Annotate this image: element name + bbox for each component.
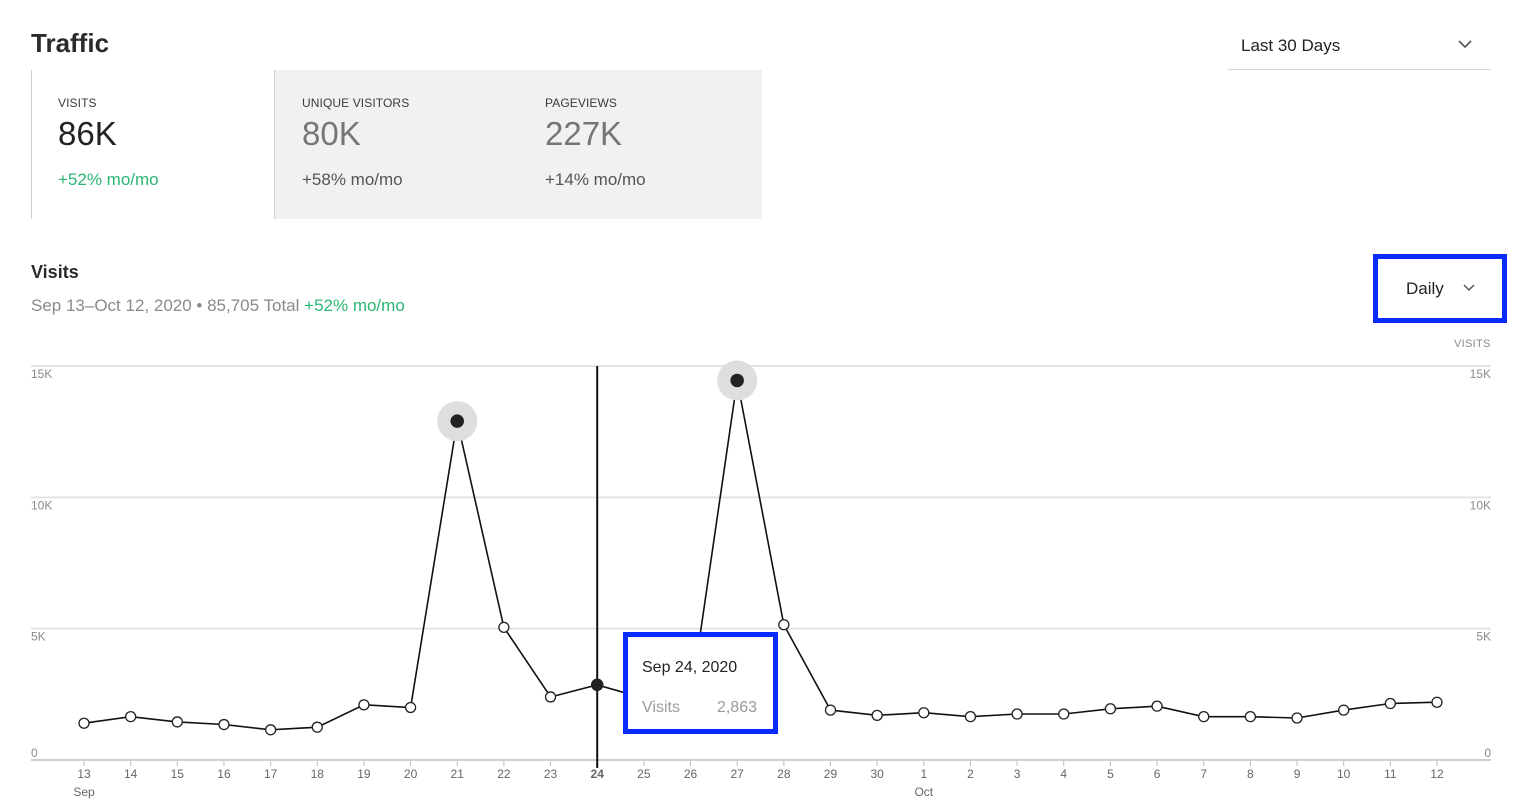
stats-panel: VISITS 86K +52% mo/mo UNIQUE VISITORS 80… <box>31 70 762 219</box>
series-line <box>83 380 1438 731</box>
chart-tooltip: Sep 24, 2020 Visits 2,863 <box>623 632 778 734</box>
x-tick-label: 22 <box>497 767 511 781</box>
x-tick-label: 27 <box>730 767 744 781</box>
x-tick-label: 12 <box>1430 767 1444 781</box>
x-tick-label: 11 <box>1384 767 1397 781</box>
y-tick-label-right: 0 <box>1484 746 1491 760</box>
data-point <box>1198 711 1210 723</box>
x-tick-label: 20 <box>404 767 418 781</box>
x-month-label: Sep <box>73 785 95 799</box>
y-axis-title: VISITS <box>1454 338 1491 350</box>
tooltip-value: 2,863 <box>716 699 757 716</box>
x-tick-label: 28 <box>777 767 791 781</box>
data-point <box>171 716 183 728</box>
stat-value: 80K <box>302 115 361 152</box>
data-point <box>544 691 557 703</box>
x-tick-label: 21 <box>451 767 465 781</box>
data-point-selected <box>590 678 604 692</box>
data-point <box>78 717 90 729</box>
x-tick-label: 30 <box>870 767 884 781</box>
chart-subtitle-change: +52% mo/mo <box>304 296 405 315</box>
data-point <box>1104 703 1117 715</box>
page-title: Traffic <box>31 28 110 58</box>
x-month-label: Oct <box>914 785 933 799</box>
chevron-down-icon <box>1463 284 1475 292</box>
data-point <box>871 709 883 721</box>
chart-subtitle: Sep 13–Oct 12, 2020 • 85,705 Total +52% … <box>31 296 405 316</box>
data-point <box>824 704 837 716</box>
y-tick-label-left: 15K <box>31 367 52 381</box>
x-tick-label: 16 <box>217 767 231 781</box>
data-point <box>778 619 790 631</box>
y-tick-label-right: 10K <box>1470 498 1491 512</box>
x-tick-label: 19 <box>357 767 371 781</box>
y-tick-label-left: 10K <box>31 498 52 512</box>
tooltip-label: Visits <box>642 699 680 716</box>
x-tick-label: 25 <box>637 767 651 781</box>
data-point <box>1011 708 1023 720</box>
x-tick-label: 23 <box>544 767 558 781</box>
stat-label: VISITS <box>58 96 97 110</box>
stat-change: +58% mo/mo <box>302 170 403 189</box>
data-point <box>1244 711 1257 723</box>
stat-value: 227K <box>545 115 623 152</box>
data-point <box>498 621 510 634</box>
data-point <box>311 721 323 733</box>
stat-change: +14% mo/mo <box>545 170 646 189</box>
y-tick-label-right: 15K <box>1470 367 1491 381</box>
data-point <box>1291 712 1303 724</box>
data-point <box>358 699 370 711</box>
x-tick-label: 26 <box>684 767 698 781</box>
data-point <box>1338 704 1350 716</box>
data-point <box>1058 708 1070 720</box>
tooltip-date: Sep 24, 2020 <box>642 659 738 676</box>
stat-change: +52% mo/mo <box>58 170 159 189</box>
data-point <box>125 711 137 723</box>
x-tick-label: 17 <box>264 767 278 781</box>
y-tick-label-right: 5K <box>1476 630 1491 644</box>
x-tick-label: 3 <box>1014 767 1021 781</box>
x-tick-label: 14 <box>124 767 138 781</box>
x-tick-label: 15 <box>171 767 185 781</box>
x-tick-label: 9 <box>1294 767 1301 781</box>
data-point <box>1384 697 1396 710</box>
x-tick-label: 10 <box>1337 767 1351 781</box>
x-tick-label: 2 <box>967 767 974 781</box>
x-tick-label: 18 <box>311 767 325 781</box>
date-range-value: Last 30 Days <box>1241 35 1341 55</box>
x-tick-label: 7 <box>1200 767 1207 781</box>
chart-title: Visits <box>31 262 79 282</box>
data-point-highlighted <box>730 373 744 388</box>
data-point <box>218 718 230 731</box>
stat-label: UNIQUE VISITORS <box>302 96 410 110</box>
x-tick-label: 5 <box>1107 767 1114 781</box>
period-value: Daily <box>1406 278 1444 298</box>
data-point <box>1431 696 1443 708</box>
x-tick-label: 6 <box>1154 767 1161 781</box>
data-point-highlighted <box>450 414 464 428</box>
data-point <box>964 711 977 723</box>
data-point <box>1151 700 1163 712</box>
stat-value: 86K <box>58 115 117 152</box>
y-tick-label-left: 0 <box>31 746 38 760</box>
period-dropdown[interactable]: Daily <box>1373 254 1507 323</box>
x-tick-label: 24 <box>591 767 605 781</box>
x-tick-label: 4 <box>1060 767 1067 781</box>
data-point <box>264 724 277 736</box>
x-tick-label: 29 <box>824 767 838 781</box>
chart-subtitle-text: Sep 13–Oct 12, 2020 • 85,705 Total <box>31 296 300 315</box>
x-tick-label: 8 <box>1247 767 1254 781</box>
data-point <box>918 707 930 719</box>
x-tick-label: 1 <box>920 767 927 781</box>
date-range-dropdown[interactable]: Last 30 Days <box>1228 22 1491 70</box>
y-tick-label-left: 5K <box>31 630 46 644</box>
chevron-down-icon <box>1458 40 1472 49</box>
stat-group-inactive: UNIQUE VISITORS 80K +58% mo/mo PAGEVIEWS… <box>274 70 762 219</box>
stat-label: PAGEVIEWS <box>545 96 618 110</box>
data-point <box>404 701 417 714</box>
stat-card-visits[interactable]: VISITS 86K +52% mo/mo <box>31 70 274 219</box>
x-tick-label: 13 <box>77 767 91 781</box>
